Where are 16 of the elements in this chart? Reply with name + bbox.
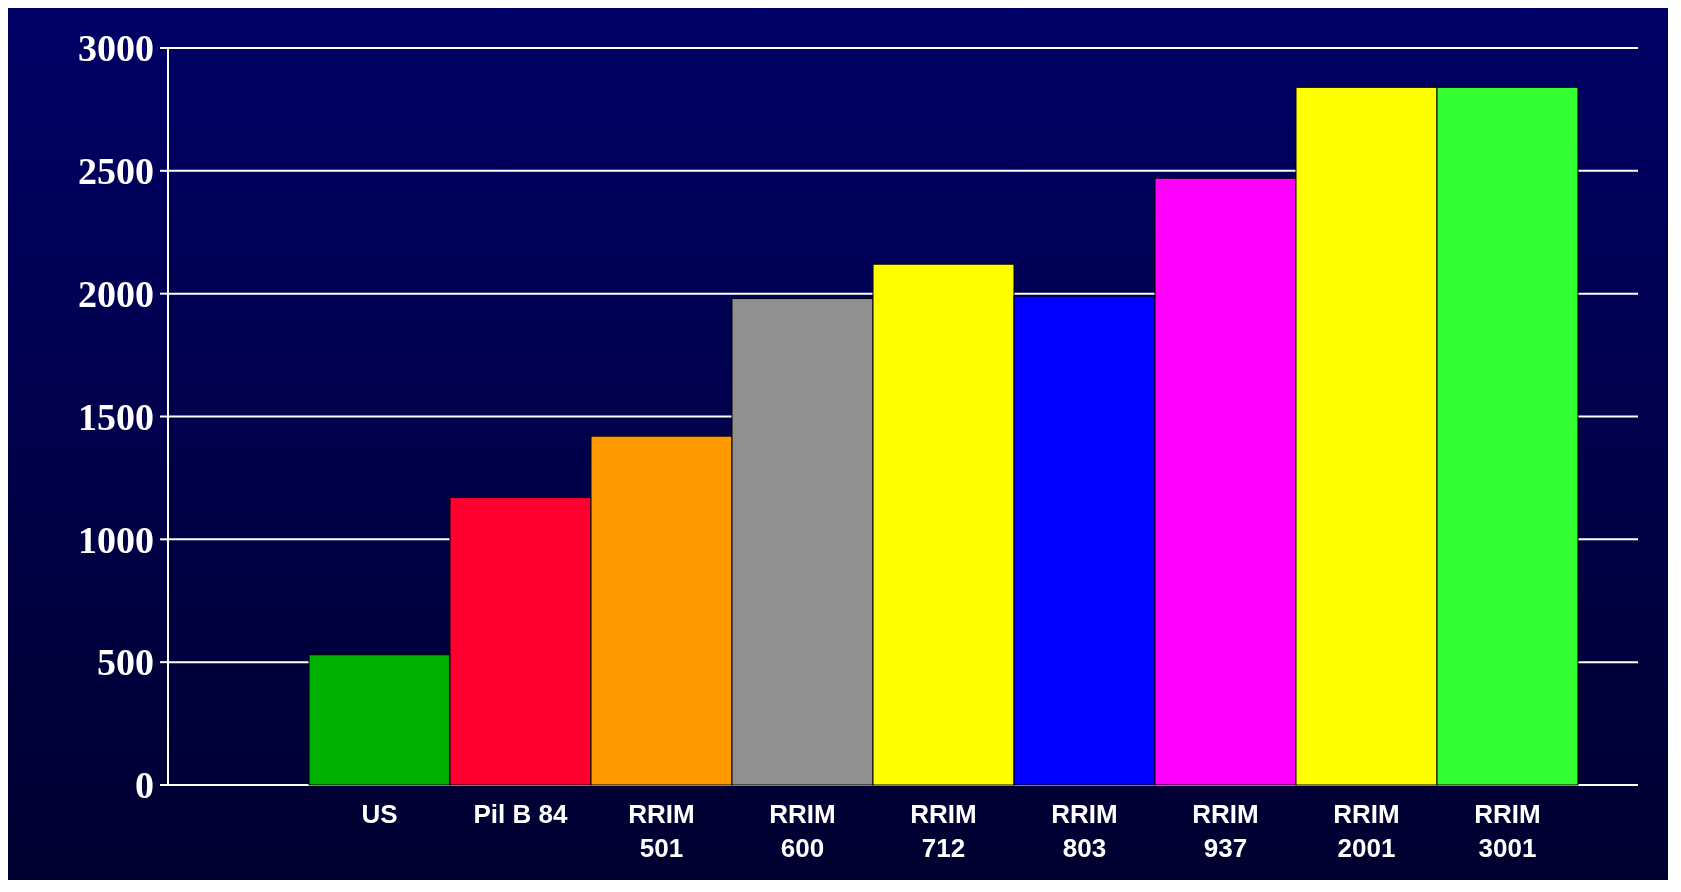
x-tick-label: US [361,799,398,829]
y-tick-label: 1500 [78,395,154,438]
x-tick-label: RRIM 600 [769,799,836,863]
x-tick-label: RRIM 712 [910,799,977,863]
x-tick-label: RRIM 937 [1192,799,1259,863]
y-tick-label: 2000 [78,272,154,315]
x-tick-label: RRIM 3001 [1474,799,1541,863]
y-tick-label: 0 [135,764,154,807]
x-tick-label: RRIM 803 [1051,799,1118,863]
y-tick-label: 3000 [78,27,154,70]
x-tick-label: RRIM 501 [628,799,695,863]
x-tick-label: RRIM 2001 [1333,799,1400,863]
x-tick-label: Pil B 84 [473,799,568,829]
y-tick-label: 500 [97,641,154,684]
y-tick-label: 1000 [78,518,154,561]
y-tick-label: 2500 [78,150,154,193]
